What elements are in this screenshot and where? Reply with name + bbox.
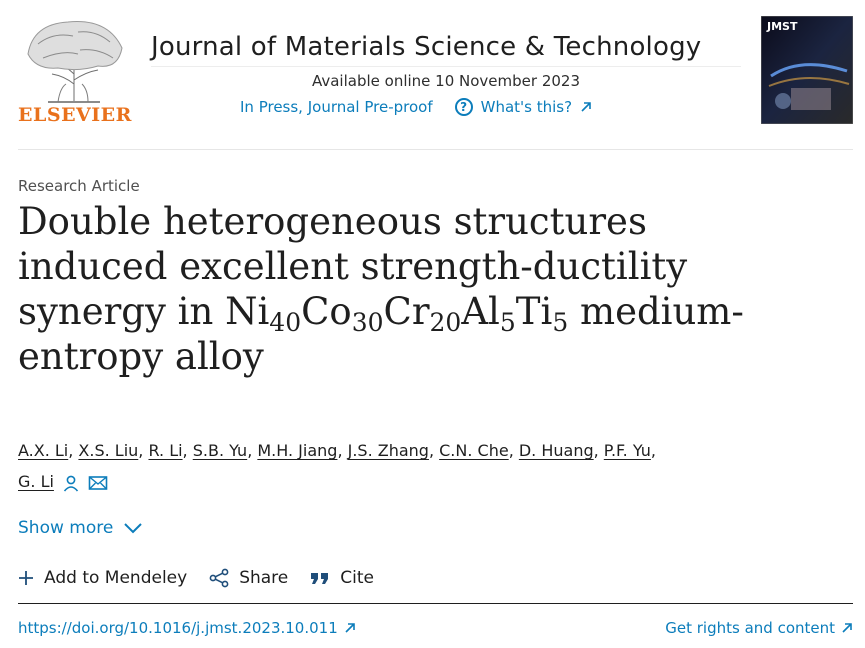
chevron-down-icon — [124, 523, 143, 534]
doi-text: https://doi.org/10.1016/j.jmst.2023.10.0… — [18, 619, 338, 637]
external-arrow-icon — [842, 623, 852, 633]
get-rights-link[interactable]: Get rights and content — [665, 619, 853, 637]
show-more-label: Show more — [18, 518, 114, 538]
person-icon[interactable] — [62, 474, 80, 492]
get-rights-text: Get rights and content — [665, 619, 835, 637]
whats-this-link[interactable]: What's this? — [480, 98, 573, 116]
question-circle-icon[interactable]: ? — [454, 98, 473, 116]
available-online-date: Available online 10 November 2023 — [311, 72, 580, 90]
author-link[interactable]: R. Li — [148, 441, 183, 460]
quote-icon — [311, 573, 329, 584]
title-line-1: Double heterogeneous structures — [18, 200, 647, 243]
subscript-co: 30 — [351, 308, 384, 337]
cite-button[interactable]: Cite — [310, 568, 374, 588]
share-button[interactable]: Share — [209, 568, 288, 588]
envelope-icon[interactable] — [88, 475, 108, 491]
article-type: Research Article — [18, 177, 140, 195]
element-cr: Cr — [383, 290, 430, 333]
subscript-ti: 5 — [552, 308, 569, 337]
elsevier-tree-logo[interactable] — [18, 14, 130, 126]
header-divider — [18, 149, 853, 150]
title-text: medium- — [568, 290, 744, 333]
cite-label: Cite — [340, 568, 374, 588]
inpress-row: In Press, Journal Pre-proof ? What's thi… — [240, 98, 592, 116]
cover-label: JMST — [766, 20, 798, 33]
share-label: Share — [239, 568, 289, 588]
header-rule — [151, 66, 741, 67]
subscript-ni: 40 — [269, 308, 302, 337]
author-list: A.X. Li, X.S. Liu, R. Li, S.B. Yu, M.H. … — [18, 441, 657, 492]
author-link[interactable]: C.N. Che — [439, 441, 509, 460]
article-actions: Add to Mendeley Share Cite — [18, 568, 396, 588]
in-press-status[interactable]: In Press, Journal Pre-proof — [240, 98, 433, 116]
show-more-button[interactable]: Show more — [18, 518, 143, 538]
title-line-4: entropy alloy — [18, 335, 264, 378]
title-line-3: synergy in Ni40Co30Cr20Al5Ti5 medium- — [18, 289, 848, 337]
title-line-2: induced excellent strength-ductility — [18, 245, 688, 288]
author-link[interactable]: P.F. Yu — [603, 441, 651, 460]
elsevier-wordmark: ELSEVIER — [18, 104, 132, 126]
author-link[interactable]: G. Li — [18, 472, 54, 491]
external-arrow-icon — [345, 623, 355, 633]
subscript-cr: 20 — [429, 308, 462, 337]
element-al: Al — [461, 290, 500, 333]
element-ni: Ni — [225, 290, 270, 333]
doi-link[interactable]: https://doi.org/10.1016/j.jmst.2023.10.0… — [18, 619, 356, 637]
article-title: Double heterogeneous structures induced … — [18, 199, 848, 379]
author-link[interactable]: D. Huang — [518, 441, 594, 460]
author-link[interactable]: S.B. Yu — [192, 441, 248, 460]
journal-title[interactable]: Journal of Materials Science & Technolog… — [151, 32, 702, 62]
add-to-mendeley-button[interactable]: Add to Mendeley — [18, 568, 187, 588]
subscript-al: 5 — [499, 308, 516, 337]
element-co: Co — [301, 290, 352, 333]
title-text: synergy in — [18, 290, 226, 333]
element-ti: Ti — [515, 290, 553, 333]
actions-divider — [18, 603, 853, 604]
author-link[interactable]: M.H. Jiang — [257, 441, 338, 460]
plus-icon — [19, 571, 33, 585]
share-icon — [209, 568, 229, 588]
journal-cover-image[interactable]: JMST — [760, 15, 854, 125]
author-link[interactable]: J.S. Zhang — [347, 441, 429, 460]
external-arrow-icon — [581, 102, 591, 112]
author-link[interactable]: X.S. Liu — [78, 441, 139, 460]
author-link[interactable]: A.X. Li — [18, 441, 69, 460]
add-to-mendeley-label: Add to Mendeley — [44, 568, 188, 588]
